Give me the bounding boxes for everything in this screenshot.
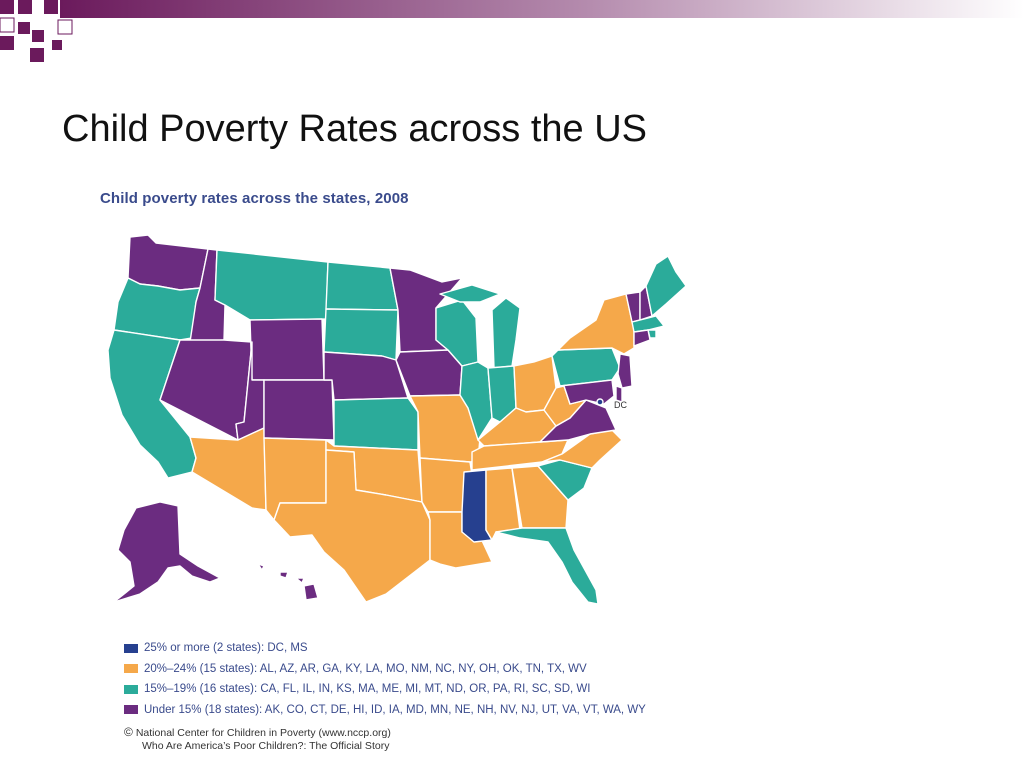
legend-swatch [124, 705, 138, 715]
map-legend: 25% or more (2 states): DC, MS 20%–24% (1… [124, 638, 646, 720]
map-title: Child poverty rates across the states, 2… [100, 190, 409, 207]
map-figure: Child poverty rates across the states, 2… [100, 190, 720, 753]
state-ny [557, 293, 635, 355]
state-ks [333, 397, 419, 451]
legend-label: 20%–24% (15 states): AL, AZ, AR, GA, KY,… [144, 662, 587, 675]
state-md [559, 379, 615, 405]
legend-swatch [124, 643, 138, 653]
state-nc [541, 429, 623, 469]
state-dc [596, 398, 604, 406]
legend-item: Under 15% (18 states): AK, CO, CT, DE, H… [124, 700, 646, 721]
slide-title: Child Poverty Rates across the US [62, 108, 648, 150]
state-tx [273, 449, 431, 603]
state-ga [511, 465, 569, 529]
dc-label: DC [614, 400, 627, 410]
copyright-symbol: © [124, 725, 133, 739]
state-mt [214, 249, 329, 321]
state-nd [325, 261, 399, 311]
credit-line-2: Who Are America’s Poor Children?: The Of… [142, 740, 390, 752]
state-az [189, 427, 267, 511]
us-states-map: DC [107, 234, 687, 605]
legend-label: 25% or more (2 states): DC, MS [144, 642, 308, 655]
state-wy [249, 318, 325, 381]
state-fl [495, 527, 599, 605]
state-de [615, 385, 623, 403]
state-ak [113, 501, 221, 603]
state-me [645, 255, 687, 317]
credit-line-1: National Center for Children in Poverty … [135, 727, 391, 739]
state-ne [323, 351, 409, 401]
state-hi [257, 563, 319, 601]
legend-label: Under 15% (18 states): AK, CO, CT, DE, H… [144, 703, 646, 716]
state-nj [617, 353, 633, 389]
state-il [459, 361, 493, 441]
legend-item: 25% or more (2 states): DC, MS [124, 638, 646, 659]
source-credits: © National Center for Children in Poverty… [124, 726, 391, 753]
legend-label: 15%–19% (16 states): CA, FL, IL, IN, KS,… [144, 683, 591, 696]
state-ma [631, 315, 665, 333]
legend-item: 20%–24% (15 states): AL, AZ, AR, GA, KY,… [124, 659, 646, 680]
state-co [263, 379, 335, 441]
legend-swatch [124, 664, 138, 674]
legend-item: 15%–19% (16 states): CA, FL, IL, IN, KS,… [124, 679, 646, 700]
state-tn [471, 439, 569, 471]
state-ct [633, 329, 651, 347]
slide-header-decoration [0, 0, 1024, 62]
state-wa [127, 234, 209, 291]
legend-swatch [124, 684, 138, 694]
